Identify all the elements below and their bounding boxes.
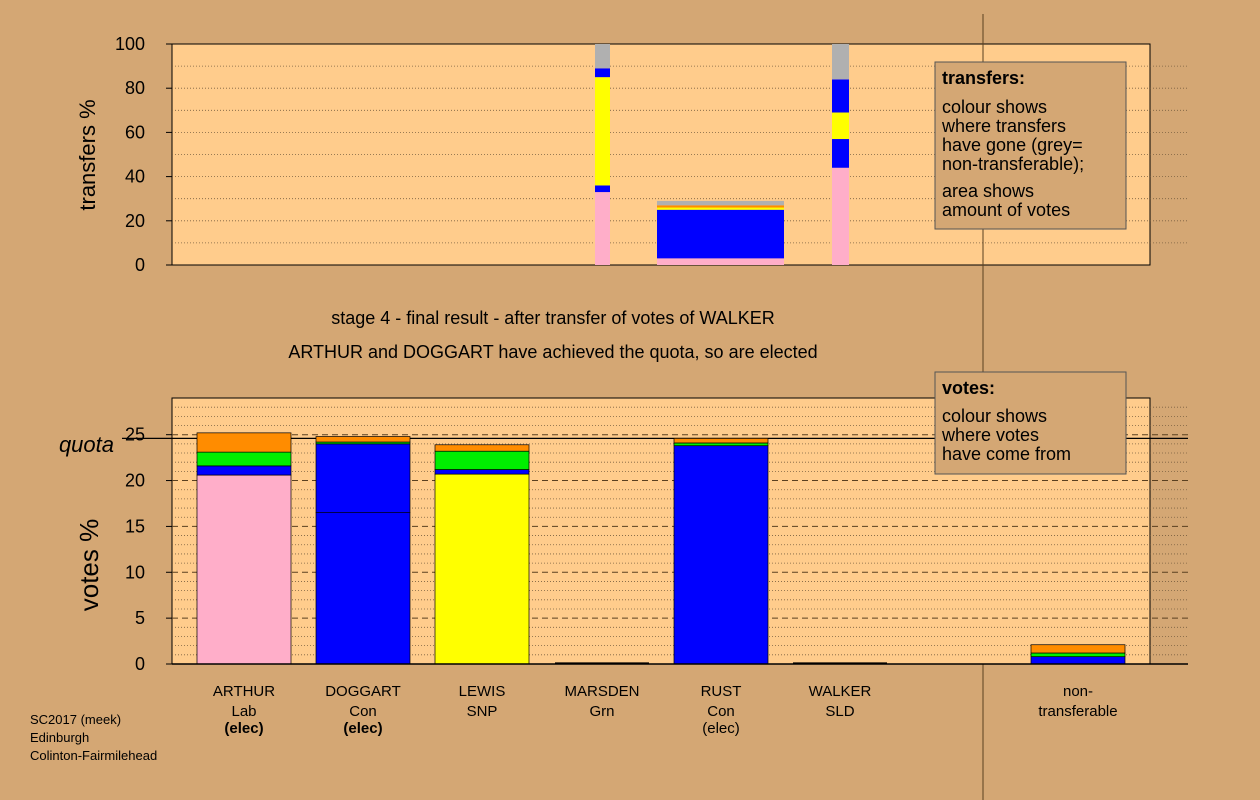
nontransferable-label: transferable [1038, 703, 1117, 720]
candidate-party: Grn [589, 703, 614, 720]
candidate-status: (elec) [343, 720, 382, 737]
transfers-y-ticks: 0 20 40 60 80 100 [115, 34, 172, 275]
candidate-party: Con [707, 703, 735, 720]
votes-legend-line: colour shows [942, 406, 1047, 426]
transfers-legend-line: non-transferable); [942, 154, 1084, 174]
transfers-legend-line: amount of votes [942, 200, 1070, 220]
transfer-segment [595, 68, 610, 78]
transfers-y-axis-label: transfers % [75, 99, 100, 210]
nontransferable-label: non- [1063, 683, 1093, 700]
transfer-segment [657, 207, 784, 210]
candidate-name: ARTHUR [213, 683, 275, 700]
transfers-tick-label: 60 [125, 122, 145, 142]
vote-segment [196, 451, 292, 467]
votes-tick-label: 25 [125, 425, 145, 445]
votes-y-ticks: 0 5 10 15 20 25 [125, 425, 172, 674]
candidate-party: Con [349, 703, 377, 720]
transfers-legend-line: area shows [942, 181, 1034, 201]
transfers-tick-label: 0 [135, 255, 145, 275]
vote-segment [434, 444, 530, 452]
candidate-party: Lab [231, 703, 256, 720]
vote-segment [1030, 656, 1126, 665]
vote-segment [434, 473, 530, 665]
transfers-bars [595, 44, 849, 265]
transfer-segment [595, 192, 610, 265]
candidate-name: LEWIS [459, 683, 506, 700]
vote-segment [315, 436, 411, 443]
votes-legend-line: where votes [941, 425, 1039, 445]
transfer-segment [832, 167, 849, 265]
candidate-party: SLD [825, 703, 854, 720]
vote-segment [196, 432, 292, 453]
transfer-segment [832, 112, 849, 140]
candidate-status: (elec) [224, 720, 263, 737]
footer-line: SC2017 (meek) [30, 712, 121, 727]
transfer-segment [657, 200, 784, 206]
transfers-tick-label: 80 [125, 78, 145, 98]
candidate-name: MARSDEN [564, 683, 639, 700]
votes-tick-label: 20 [125, 471, 145, 491]
transfer-segment [595, 77, 610, 186]
transfers-tick-label: 100 [115, 34, 145, 54]
transfer-segment [832, 44, 849, 80]
transfers-legend-box [934, 61, 1127, 230]
footer-line: Colinton-Fairmilehead [30, 748, 157, 763]
candidate-name: RUST [701, 683, 742, 700]
vote-segment [315, 512, 411, 665]
stage-title: stage 4 - final result - after transfer … [331, 308, 775, 328]
votes-legend-line: have come from [942, 444, 1071, 464]
candidate-labels: ARTHURLab(elec)DOGGARTCon(elec)LEWISSNPM… [213, 683, 872, 737]
candidate-name: DOGGART [325, 683, 401, 700]
quota-label: quota [59, 432, 114, 457]
transfer-segment [832, 79, 849, 113]
vote-segment [673, 445, 769, 665]
votes-legend-box [934, 371, 1127, 475]
vote-segment [673, 442, 769, 447]
votes-tick-label: 10 [125, 562, 145, 582]
footer-line: Edinburgh [30, 730, 89, 745]
vote-segment [196, 474, 292, 665]
footer: SC2017 (meek) Edinburgh Colinton-Fairmil… [30, 712, 157, 763]
stage-subtitle: ARTHUR and DOGGART have achieved the quo… [288, 342, 817, 362]
transfers-legend-title: transfers: [942, 68, 1025, 88]
vote-segment [434, 469, 530, 475]
transfer-segment [657, 205, 784, 208]
candidate-name: WALKER [809, 683, 872, 700]
votes-legend-title: votes: [942, 378, 995, 398]
transfers-tick-label: 20 [125, 211, 145, 231]
vote-segment [315, 443, 411, 514]
votes-tick-label: 0 [135, 654, 145, 674]
transfers-legend: transfers: colour shows where transfers … [934, 61, 1127, 230]
transfer-segment [595, 185, 610, 193]
transfer-segment [832, 139, 849, 168]
transfer-segment [657, 209, 784, 259]
vote-segment [1030, 644, 1126, 654]
transfers-tick-label: 40 [125, 167, 145, 187]
vote-segment [673, 438, 769, 444]
votes-bars [196, 432, 1126, 665]
transfers-legend-line: have gone (grey= [942, 135, 1083, 155]
candidate-party: SNP [467, 703, 498, 720]
votes-legend: votes: colour shows where votes have com… [934, 371, 1127, 475]
transfers-legend-line: where transfers [941, 116, 1066, 136]
transfer-segment [595, 44, 610, 69]
vote-segment [434, 450, 530, 470]
transfer-segment [657, 258, 784, 265]
votes-tick-label: 5 [135, 608, 145, 628]
votes-tick-label: 15 [125, 516, 145, 536]
transfers-legend-line: colour shows [942, 97, 1047, 117]
candidate-status: (elec) [702, 720, 740, 737]
votes-y-axis-label: votes % [74, 519, 104, 612]
vote-segment [196, 465, 292, 476]
vote-segment [1030, 652, 1126, 658]
